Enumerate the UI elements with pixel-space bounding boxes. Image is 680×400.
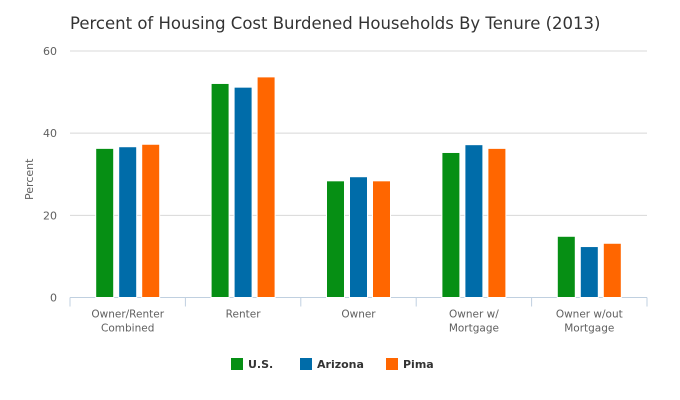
x-tick-label: Owner — [341, 309, 376, 321]
bar-us — [326, 180, 345, 298]
bar-arizona — [349, 176, 368, 298]
bar-pima — [602, 242, 622, 299]
x-tick-label: Owner w/out — [556, 309, 623, 321]
bar-us — [441, 151, 461, 298]
legend-swatch — [300, 358, 312, 370]
y-axis-label: Percent — [23, 158, 36, 200]
bar-pima — [141, 143, 161, 298]
bar-pima — [487, 147, 507, 298]
bar-us — [210, 82, 230, 299]
y-tick-label: 60 — [43, 45, 57, 58]
chart-title: Percent of Housing Cost Burdened Househo… — [70, 14, 601, 33]
x-tick-label: Mortgage — [449, 323, 499, 335]
legend-item: Pima — [403, 358, 434, 371]
x-tick-label: Owner w/ — [449, 309, 499, 321]
x-tick-label: Renter — [226, 309, 262, 321]
y-tick-label: 40 — [43, 127, 57, 140]
bar-us — [556, 235, 576, 298]
bar-pima — [256, 76, 276, 298]
x-tick-label: Combined — [101, 323, 154, 335]
x-tick-label: Mortgage — [564, 323, 614, 335]
bar-arizona — [233, 86, 253, 298]
bar-arizona — [579, 246, 599, 299]
bar-arizona — [464, 144, 484, 298]
legend-item: Arizona — [317, 358, 364, 371]
bar-us — [95, 147, 115, 298]
legend-item: U.S. — [248, 358, 273, 371]
y-tick-label: 20 — [43, 209, 57, 222]
y-tick-label: 0 — [50, 292, 57, 305]
legend-swatch — [231, 358, 243, 370]
bar-arizona — [118, 146, 138, 298]
legend-swatch — [386, 358, 398, 370]
x-tick-label: Owner/Renter — [91, 309, 164, 321]
bar-pima — [372, 180, 391, 298]
